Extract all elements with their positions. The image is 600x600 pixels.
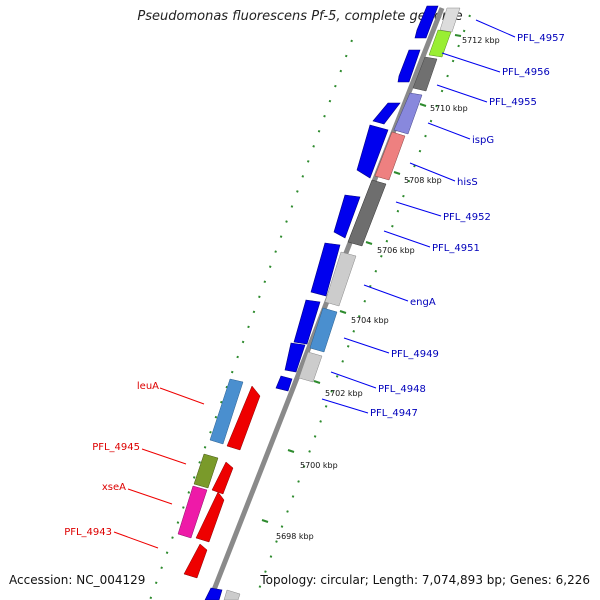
gene-label-pfl-4955[interactable]: PFL_4955 — [489, 97, 537, 108]
gene-block[interactable] — [428, 29, 452, 58]
gene-block[interactable] — [209, 378, 244, 445]
gene-block[interactable] — [177, 485, 208, 539]
tick-marks — [261, 34, 462, 523]
genome-backbone — [207, 7, 445, 600]
gene-label-pfl-4943[interactable]: PFL_4943 — [64, 527, 112, 538]
inner-scale-ring — [254, 14, 471, 600]
gene-arrow[interactable] — [226, 385, 261, 451]
forward-label-connectors — [321, 19, 516, 414]
forward-strand-genes — [204, 5, 439, 600]
gene-arrow[interactable] — [211, 461, 234, 495]
gene-label-pfl-4957[interactable]: PFL_4957 — [517, 33, 565, 44]
gene-block[interactable] — [347, 179, 387, 247]
gene-block[interactable] — [193, 453, 219, 489]
gene-label-ispg[interactable]: ispG — [472, 135, 494, 146]
gene-label-pfl-4948[interactable]: PFL_4948 — [378, 384, 426, 395]
tick-label-5710: 5710 kbp — [430, 104, 468, 113]
gene-label-hiss[interactable]: hisS — [457, 177, 478, 188]
gene-label-pfl-4949[interactable]: PFL_4949 — [391, 349, 439, 360]
tick-label-5712: 5712 kbp — [462, 36, 500, 45]
forward-strand-features — [223, 7, 461, 600]
gene-label-pfl-4945[interactable]: PFL_4945 — [92, 442, 140, 453]
topology-text: Topology: circular; Length: 7,074,893 bp… — [260, 573, 590, 587]
accession-text: Accession: NC_004129 — [9, 573, 146, 587]
gene-label-xsea[interactable]: xseA — [102, 482, 126, 493]
gene-arrow[interactable] — [204, 587, 223, 600]
gene-block[interactable] — [393, 92, 423, 135]
gene-arrow[interactable] — [414, 5, 439, 39]
gene-arrow[interactable] — [333, 194, 361, 239]
map-title: Pseudomonas fluorescens Pf-5, complete g… — [137, 9, 463, 24]
tick-label-5700: 5700 kbp — [300, 461, 338, 470]
gene-block[interactable] — [412, 56, 438, 92]
gene-block[interactable] — [298, 351, 323, 383]
tick-label-5698: 5698 kbp — [276, 532, 314, 541]
gene-arrow[interactable] — [275, 375, 293, 392]
tick-label-5702: 5702 kbp — [325, 389, 363, 398]
gene-block[interactable] — [309, 307, 338, 353]
gene-block[interactable] — [223, 589, 241, 600]
tick-label-5704: 5704 kbp — [351, 316, 389, 325]
gene-arrow[interactable] — [183, 543, 208, 579]
reverse-strand-genes — [177, 378, 261, 579]
tick-label-5708: 5708 kbp — [404, 176, 442, 185]
gene-arrow[interactable] — [356, 124, 389, 179]
reverse-label-connectors — [113, 387, 205, 549]
gene-block[interactable] — [374, 131, 406, 181]
gene-arrow[interactable] — [284, 342, 306, 373]
gene-arrow[interactable] — [195, 491, 225, 543]
gene-arrow[interactable] — [310, 242, 341, 297]
gene-label-pfl-4952[interactable]: PFL_4952 — [443, 212, 491, 223]
gene-block[interactable] — [324, 251, 357, 307]
gene-arrow[interactable] — [293, 299, 321, 345]
gene-arrow[interactable] — [397, 49, 421, 83]
gene-arrow[interactable] — [372, 102, 401, 125]
gene-block[interactable] — [439, 7, 461, 33]
gene-label-pfl-4951[interactable]: PFL_4951 — [432, 243, 480, 254]
gene-label-pfl-4956[interactable]: PFL_4956 — [502, 67, 550, 78]
tick-label-5706: 5706 kbp — [377, 246, 415, 255]
gene-label-enga[interactable]: engA — [410, 297, 436, 308]
gene-label-leua[interactable]: leuA — [137, 381, 159, 392]
outer-scale-ring — [149, 39, 353, 600]
gene-label-pfl-4947[interactable]: PFL_4947 — [370, 408, 418, 419]
